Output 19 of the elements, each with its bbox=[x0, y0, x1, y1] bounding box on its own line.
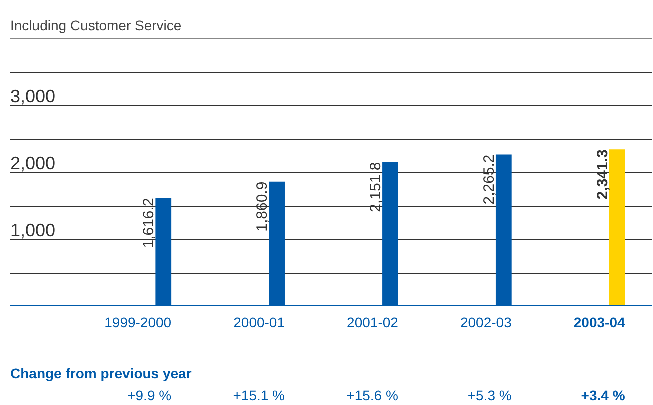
text: +15.6 % bbox=[346, 388, 398, 404]
y-tick-label: 1,000 bbox=[10, 220, 56, 240]
data-label: 1,616.2 bbox=[140, 198, 158, 248]
data-label: 2,265.2 bbox=[480, 154, 498, 205]
x-tick-label: 1999-2000 bbox=[104, 314, 172, 330]
x-tick-label: 2001-02 bbox=[347, 314, 399, 330]
y-tick-label: 3,000 bbox=[10, 86, 56, 106]
data-label: 1,860.9 bbox=[254, 182, 272, 232]
x-tick-label: 2002-03 bbox=[460, 314, 512, 330]
y-tick-label: 2,000 bbox=[10, 154, 56, 174]
x-tick-label: 2003-04 bbox=[574, 314, 626, 330]
x-tick-label: 2000-01 bbox=[234, 314, 286, 330]
data-label: 2,151.8 bbox=[368, 162, 385, 212]
text: Change from previous year bbox=[10, 366, 192, 382]
chart-title: Including Customer Service bbox=[10, 18, 182, 34]
text: +15.1 % bbox=[233, 388, 285, 404]
text: +5.3 % bbox=[468, 388, 512, 404]
text: +3.4 % bbox=[581, 388, 626, 404]
text: +9.9 % bbox=[128, 388, 172, 404]
